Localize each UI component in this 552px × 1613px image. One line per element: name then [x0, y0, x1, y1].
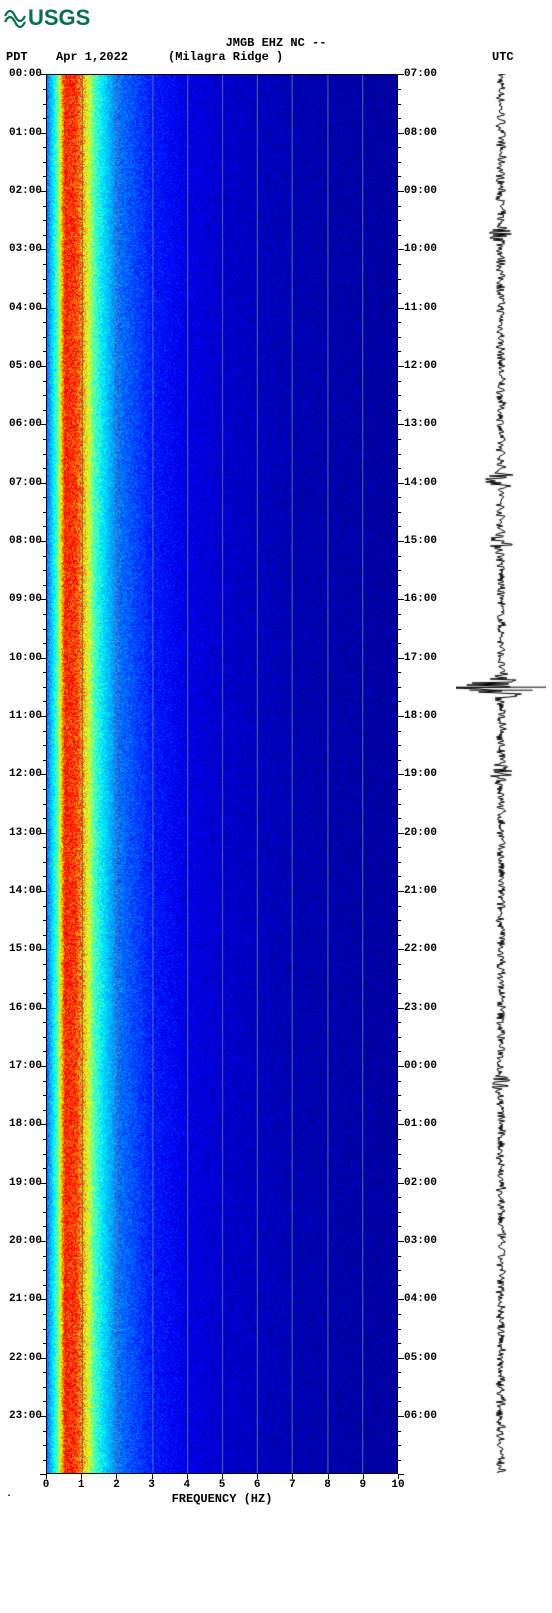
- seismogram-canvas: [456, 74, 546, 1474]
- right-time-label: 14:00: [404, 477, 437, 489]
- tz-right-label: UTC: [492, 50, 552, 64]
- left-time-label: 00:00: [9, 68, 42, 80]
- x-tick-label: 8: [324, 1479, 331, 1491]
- date-label: Apr 1,2022: [56, 50, 166, 64]
- right-time-label: 02:00: [404, 1177, 437, 1189]
- right-time-label: 11:00: [404, 302, 437, 314]
- left-time-label: 01:00: [9, 127, 42, 139]
- right-time-label: 15:00: [404, 535, 437, 547]
- x-tick-label: 5: [219, 1479, 226, 1491]
- left-time-label: 07:00: [9, 477, 42, 489]
- x-tick-label: 10: [391, 1479, 404, 1491]
- x-tick-label: 4: [183, 1479, 190, 1491]
- right-time-label: 17:00: [404, 652, 437, 664]
- right-time-label: 23:00: [404, 1002, 437, 1014]
- seismogram: [456, 74, 546, 1474]
- x-tick-label: 2: [113, 1479, 120, 1491]
- page: USGS JMGB EHZ NC -- PDT Apr 1,2022 (Mila…: [0, 0, 552, 1504]
- right-time-label: 21:00: [404, 885, 437, 897]
- footer-mark: .: [6, 1489, 12, 1500]
- station-label: (Milagra Ridge ): [166, 50, 492, 64]
- left-time-label: 08:00: [9, 535, 42, 547]
- spectrogram-canvas: [47, 75, 397, 1473]
- x-tick-label: 3: [148, 1479, 155, 1491]
- left-time-label: 09:00: [9, 593, 42, 605]
- left-time-label: 14:00: [9, 885, 42, 897]
- x-axis-label: FREQUENCY (HZ): [46, 1492, 398, 1506]
- right-time-label: 06:00: [404, 1410, 437, 1422]
- right-time-label: 13:00: [404, 418, 437, 430]
- x-axis: 012345678910 FREQUENCY (HZ): [46, 1474, 398, 1504]
- left-time-label: 21:00: [9, 1293, 42, 1305]
- left-time-label: 06:00: [9, 418, 42, 430]
- spectrogram: [46, 74, 398, 1474]
- right-time-label: 08:00: [404, 127, 437, 139]
- right-time-label: 12:00: [404, 360, 437, 372]
- left-time-label: 20:00: [9, 1235, 42, 1247]
- x-tick-label: 0: [43, 1479, 50, 1491]
- right-time-label: 01:00: [404, 1118, 437, 1130]
- left-time-label: 10:00: [9, 652, 42, 664]
- left-time-label: 12:00: [9, 768, 42, 780]
- title-line-2: PDT Apr 1,2022 (Milagra Ridge ) UTC: [0, 50, 552, 64]
- left-time-label: 05:00: [9, 360, 42, 372]
- right-time-label: 19:00: [404, 768, 437, 780]
- usgs-logo-text: USGS: [28, 5, 90, 30]
- title-line-1: JMGB EHZ NC --: [0, 36, 552, 50]
- left-time-label: 19:00: [9, 1177, 42, 1189]
- tz-left-label: PDT: [0, 50, 56, 64]
- left-time-label: 03:00: [9, 243, 42, 255]
- right-time-label: 18:00: [404, 710, 437, 722]
- left-time-label: 17:00: [9, 1060, 42, 1072]
- left-time-label: 02:00: [9, 185, 42, 197]
- x-tick-label: 6: [254, 1479, 261, 1491]
- left-time-label: 22:00: [9, 1352, 42, 1364]
- left-time-label: 23:00: [9, 1410, 42, 1422]
- plot-area: 00:00 01:00 02:00 03:00 04:00 05:00 06:00 07:00…: [0, 74, 552, 1504]
- left-time-label: 04:00: [9, 302, 42, 314]
- right-time-label: 00:00: [404, 1060, 437, 1072]
- right-time-label: 03:00: [404, 1235, 437, 1247]
- left-time-label: 13:00: [9, 827, 42, 839]
- right-time-label: 20:00: [404, 827, 437, 839]
- left-time-label: 18:00: [9, 1118, 42, 1130]
- right-time-label: 16:00: [404, 593, 437, 605]
- right-time-label: 22:00: [404, 943, 437, 955]
- right-time-label: 07:00: [404, 68, 437, 80]
- right-time-label: 04:00: [404, 1293, 437, 1305]
- left-time-label: 15:00: [9, 943, 42, 955]
- right-time-label: 10:00: [404, 243, 437, 255]
- left-time-label: 11:00: [9, 710, 42, 722]
- right-time-label: 09:00: [404, 185, 437, 197]
- right-time-label: 05:00: [404, 1352, 437, 1364]
- left-time-label: 16:00: [9, 1002, 42, 1014]
- x-tick-label: 1: [78, 1479, 85, 1491]
- usgs-logo: USGS: [0, 0, 552, 30]
- x-tick-label: 9: [359, 1479, 366, 1491]
- x-tick-label: 7: [289, 1479, 296, 1491]
